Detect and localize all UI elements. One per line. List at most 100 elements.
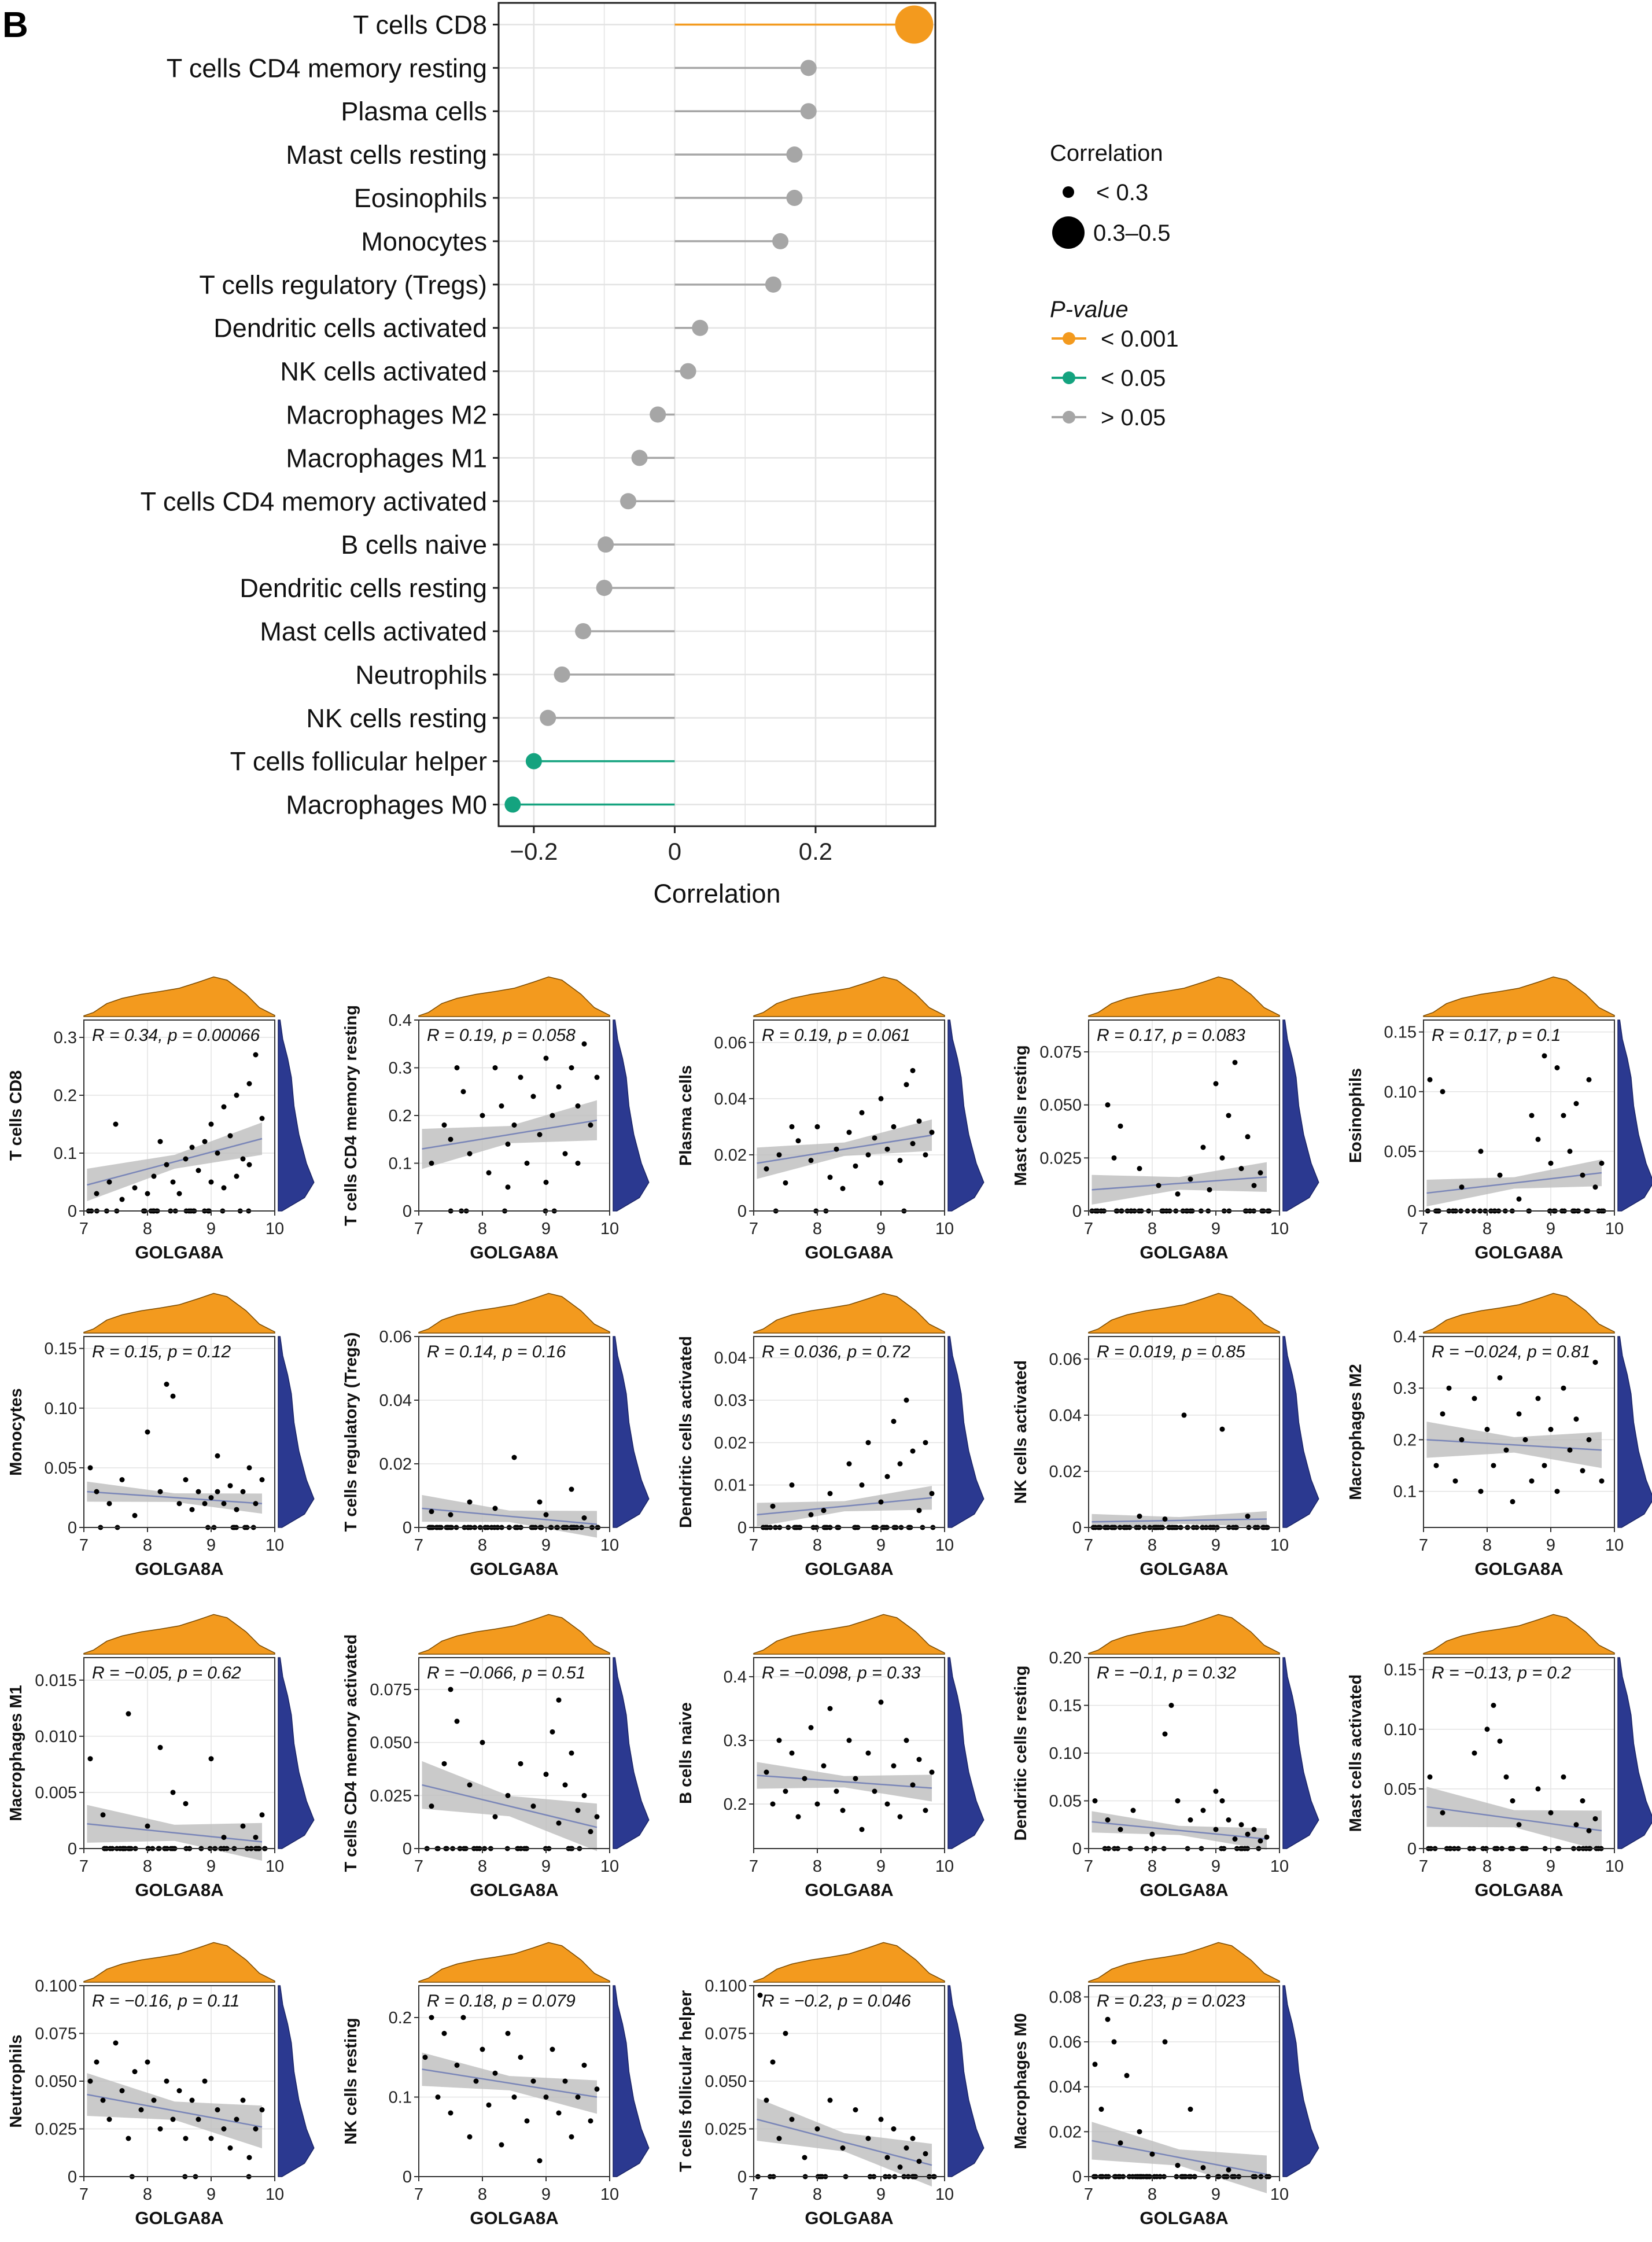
- scatter-point: [916, 1508, 922, 1514]
- scatter-point: [543, 1180, 549, 1185]
- scatter-xtick-label: 9: [1546, 1220, 1555, 1238]
- lollipop-category-label: T cells CD4 memory activated: [141, 487, 487, 516]
- scatter-point: [575, 1807, 581, 1813]
- scatter-xtick-label: 9: [207, 1857, 216, 1876]
- scatter-point: [87, 1465, 93, 1471]
- scatter-ytick-label: 0: [1407, 1202, 1417, 1221]
- scatter-ytick-label: 0.04: [1049, 2078, 1082, 2097]
- scatter-point: [884, 1474, 890, 1479]
- scatter-point: [215, 2107, 220, 2112]
- scatter-xtick-label: 9: [541, 2185, 551, 2204]
- scatter-ytick-label: 0.3: [389, 1059, 412, 1078]
- scatter-point: [221, 2126, 227, 2131]
- scatter-point: [1149, 2151, 1155, 2157]
- scatter-point: [827, 2097, 833, 2103]
- lollipop-category-label: Eosinophils: [354, 183, 487, 213]
- scatter-point: [904, 1397, 909, 1403]
- scatter-point: [234, 1173, 239, 1179]
- scatter-point: [196, 2116, 201, 2122]
- scatter-point: [1440, 1089, 1446, 1095]
- scatter-point: [164, 2078, 169, 2084]
- lollipop-category-label: Mast cells resting: [286, 140, 487, 170]
- scatter-point: [1561, 1385, 1566, 1391]
- scatter-x-axis-title: GOLGA8A: [135, 1242, 223, 1262]
- scatter-point: [157, 2126, 163, 2131]
- scatter-y-axis-title: Neutrophils: [7, 2034, 25, 2127]
- scatter-point: [176, 1191, 182, 1197]
- scatter-point: [808, 1158, 814, 1164]
- scatter-point: [1592, 1184, 1598, 1190]
- scatter-point: [157, 1489, 163, 1494]
- scatter-xtick-label: 8: [478, 1220, 487, 1238]
- scatter-ytick-label: 0.01: [714, 1477, 747, 1495]
- scatter-plot-border: [753, 1657, 945, 1849]
- scatter-point: [808, 1725, 814, 1731]
- lollipop-category-label: Dendritic cells activated: [213, 314, 487, 343]
- marginal-density-y: [613, 1019, 650, 1212]
- scatter-xtick-label: 10: [1605, 1220, 1624, 1238]
- marginal-density-y: [947, 1985, 984, 2177]
- scatter-panel: R = −0.16, p = 0.11 7 8 9 10 0 0.025 0.050 0.075…: [7, 1942, 315, 2228]
- marginal-density-x: [83, 1942, 275, 1983]
- scatter-point: [1542, 1463, 1547, 1468]
- scatter-point: [1586, 1437, 1592, 1442]
- scatter-point: [499, 2142, 504, 2148]
- scatter-xtick-label: 9: [207, 2185, 216, 2204]
- legend-color-title: P-value: [1050, 297, 1129, 322]
- scatter-point: [1213, 1827, 1219, 1832]
- scatter-panel: R = 0.15, p = 0.12 7 8 9 10 0 0.05 0.10 0.15 GOLG…: [7, 1293, 315, 1579]
- scatter-point: [189, 2097, 195, 2103]
- lollipop-category-label: Macrophages M0: [286, 790, 487, 820]
- scatter-point: [859, 1482, 865, 1488]
- scatter-xtick-label: 7: [1084, 1220, 1093, 1238]
- scatter-point: [556, 2110, 562, 2116]
- scatter-ytick-label: 0.3: [1393, 1379, 1417, 1398]
- scatter-point: [221, 1835, 227, 1840]
- scatter-point: [1105, 1817, 1111, 1823]
- correlation-annotation: R = 0.23, p = 0.023: [1097, 1991, 1245, 2011]
- scatter-xtick-label: 7: [1084, 1536, 1093, 1555]
- scatter-point: [164, 1162, 169, 1168]
- scatter-point: [253, 1052, 259, 1058]
- correlation-annotation: R = 0.17, p = 0.083: [1097, 1026, 1245, 1045]
- scatter-ytick-label: 0.1: [389, 1155, 412, 1173]
- scatter-ytick-label: 0.06: [1049, 2033, 1082, 2052]
- scatter-ytick-label: 0.075: [35, 2025, 77, 2044]
- lollipop-dot: [692, 319, 709, 336]
- scatter-point: [524, 2118, 530, 2124]
- regression-line: [757, 1134, 932, 1164]
- scatter-point: [196, 1489, 201, 1494]
- scatter-ytick-label: 0.08: [1049, 1988, 1082, 2007]
- scatter-ytick-label: 0.06: [379, 1328, 412, 1346]
- lollipop-dot: [786, 190, 803, 207]
- lollipop-category-label: Monocytes: [361, 227, 487, 256]
- scatter-point: [221, 1104, 227, 1110]
- scatter-ytick-label: 0.005: [35, 1784, 77, 1802]
- scatter-point: [884, 2155, 890, 2160]
- scatter-point: [1427, 1774, 1433, 1780]
- marginal-density-y: [1282, 1657, 1319, 1849]
- scatter-x-axis-title: GOLGA8A: [805, 1559, 893, 1579]
- scatter-xtick-label: 7: [1084, 2185, 1093, 2204]
- scatter-ytick-label: 0.075: [1039, 1043, 1082, 1062]
- scatter-y-axis-title: Mast cells resting: [1012, 1045, 1030, 1186]
- scatter-point: [1162, 1516, 1168, 1522]
- scatter-ytick-label: 0.4: [389, 1011, 412, 1030]
- regression-line: [1426, 1439, 1602, 1451]
- scatter-point: [575, 2094, 581, 2100]
- scatter-point: [1459, 1437, 1465, 1442]
- scatter-point: [865, 1750, 871, 1756]
- scatter-point: [435, 2094, 441, 2100]
- scatter-xtick-label: 9: [876, 1857, 886, 1876]
- scatter-xtick-label: 7: [79, 1857, 89, 1876]
- scatter-point: [840, 1807, 846, 1813]
- marginal-density-x: [418, 976, 610, 1017]
- scatter-ytick-label: 0.10: [1384, 1721, 1417, 1739]
- scatter-plot-border: [753, 1336, 945, 1528]
- scatter-point: [132, 1512, 138, 1518]
- scatter-point: [480, 2046, 485, 2052]
- scatter-point: [1516, 1196, 1522, 1202]
- scatter-x-axis-title: GOLGA8A: [805, 2208, 893, 2228]
- scatter-point: [189, 1144, 195, 1150]
- scatter-point: [1092, 2061, 1098, 2067]
